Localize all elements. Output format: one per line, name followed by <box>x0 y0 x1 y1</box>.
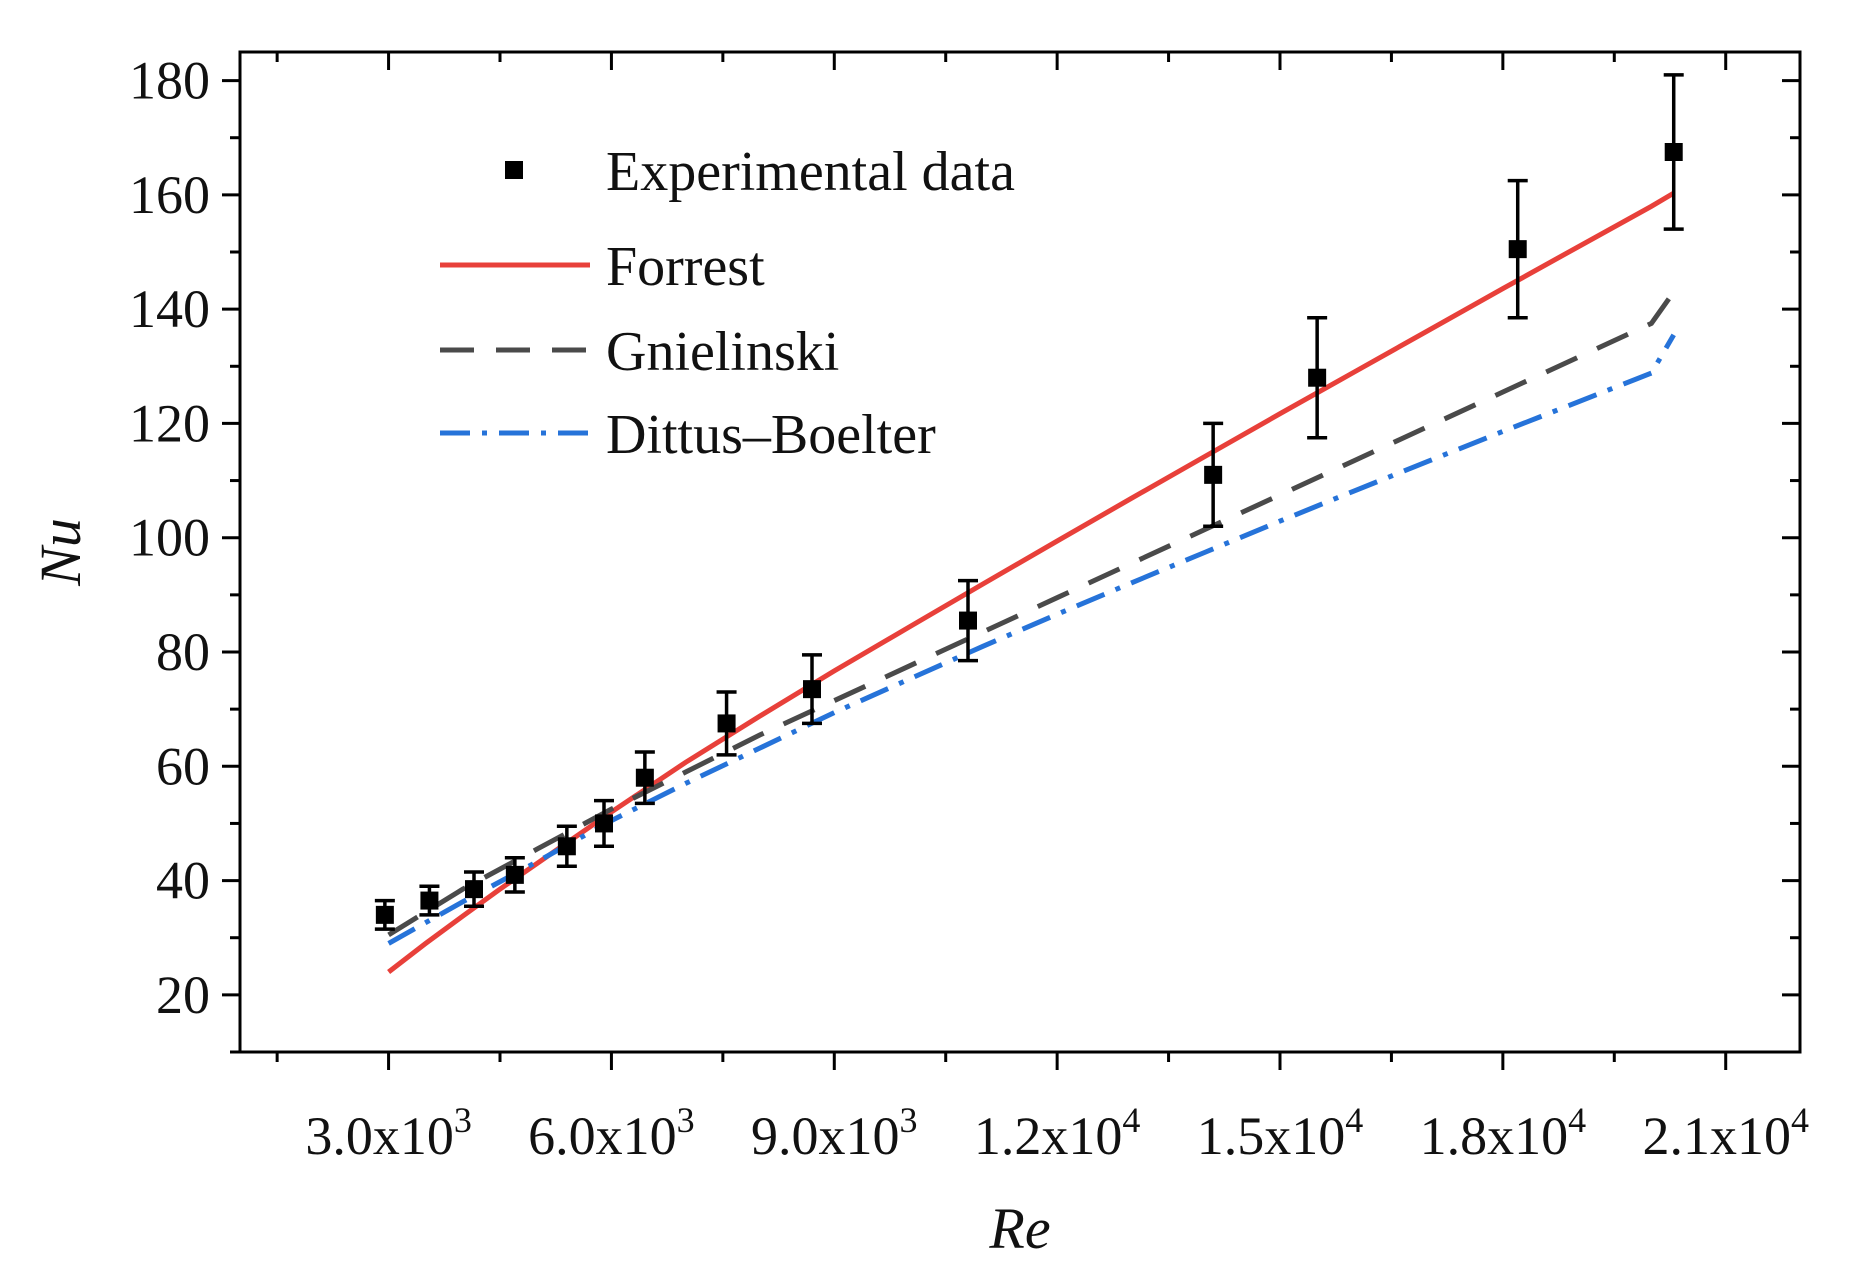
y-tick-label: 20 <box>156 965 210 1025</box>
data-point <box>1307 315 1328 440</box>
plot-frame <box>238 50 1802 1054</box>
legend: Experimental data Forrest Gnielinski Dittus… <box>440 141 1015 466</box>
data-point <box>374 898 395 931</box>
series-line-gnielinski <box>387 290 1676 938</box>
x-tick-label: 1.5x104 <box>1197 1100 1364 1166</box>
point-marker <box>803 680 821 699</box>
data-point <box>464 870 484 909</box>
experimental-points <box>374 73 1684 931</box>
data-point <box>716 690 737 757</box>
data-point <box>556 824 577 869</box>
data-point <box>802 653 822 726</box>
point-marker <box>1308 368 1327 387</box>
y-tick-label: 80 <box>156 622 210 682</box>
x-tick-label: 2.1x104 <box>1642 1100 1809 1166</box>
y-tick-label: 60 <box>156 736 210 796</box>
point-marker <box>1508 240 1527 259</box>
point-marker <box>1204 465 1223 484</box>
y-tick-labels: 20 40 60 80 100 120 140 160 180 <box>129 51 210 1025</box>
data-point <box>504 855 525 894</box>
series-line-dittus-boelter <box>387 333 1676 946</box>
point-marker <box>595 814 613 833</box>
y-axis-title: Nu <box>28 518 93 587</box>
x-tick-label: 1.2x104 <box>974 1100 1141 1166</box>
point-marker <box>959 611 977 630</box>
tick-marks <box>222 52 1800 1070</box>
y-tick-label: 180 <box>129 51 210 111</box>
data-point <box>594 798 614 849</box>
series-line-forrest <box>387 190 1675 974</box>
y-tick-label: 40 <box>156 851 210 911</box>
point-marker <box>1664 143 1683 161</box>
x-tick-label: 1.8x104 <box>1420 1100 1587 1166</box>
x-tick-label: 3.0x103 <box>305 1100 471 1166</box>
series-lines <box>387 190 1676 974</box>
y-tick-label: 120 <box>129 393 210 453</box>
legend-label: Experimental data <box>606 141 1015 203</box>
legend-label: Gnielinski <box>606 321 839 383</box>
data-point <box>634 750 655 806</box>
x-tick-label: 6.0x103 <box>528 1100 695 1166</box>
y-tick-label: 140 <box>129 279 210 339</box>
point-marker <box>375 905 394 924</box>
data-point <box>1507 178 1528 320</box>
x-axis-title: Re <box>988 1196 1050 1261</box>
y-tick-label: 160 <box>129 165 210 225</box>
legend-label: Forrest <box>606 236 765 298</box>
legend-swatch <box>505 161 523 179</box>
x-tick-labels: 3.0x103 6.0x103 9.0x103 1.2x104 1.5x104 1.8x1… <box>305 1100 1809 1166</box>
legend-label: Dittus–Boelter <box>606 404 936 466</box>
point-marker <box>465 880 483 899</box>
point-marker <box>635 768 654 787</box>
point-marker <box>505 865 524 884</box>
data-point <box>1203 421 1224 529</box>
point-marker <box>420 891 439 910</box>
data-point <box>419 884 440 917</box>
data-point <box>958 578 978 663</box>
y-tick-label: 100 <box>129 508 210 568</box>
point-marker <box>717 714 736 733</box>
x-tick-label: 9.0x103 <box>751 1100 918 1166</box>
data-point <box>1663 73 1684 231</box>
point-marker <box>557 837 576 856</box>
